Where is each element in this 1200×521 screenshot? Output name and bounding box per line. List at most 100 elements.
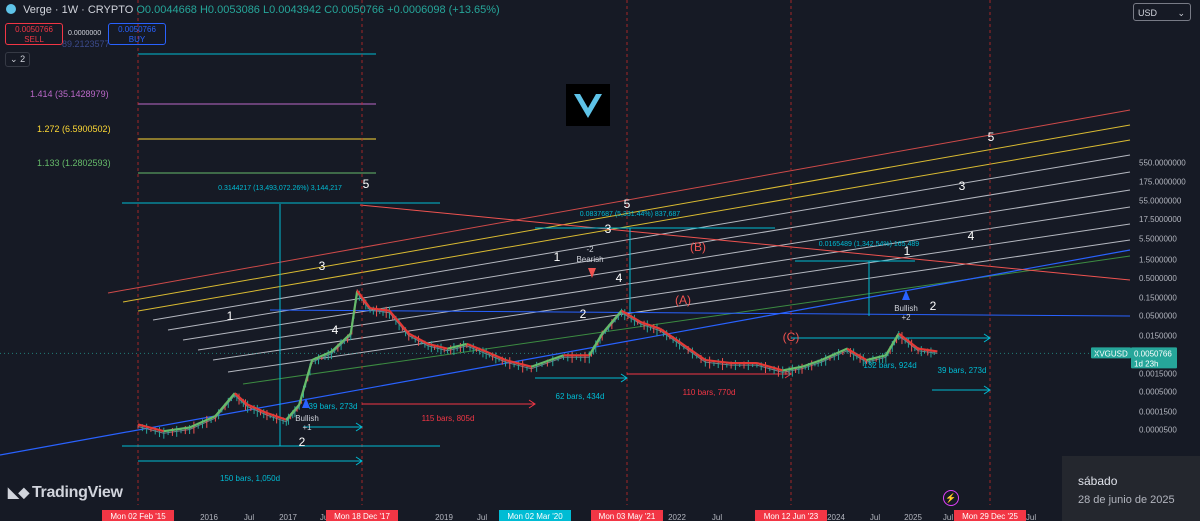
date-range-label: 62 bars, 434d xyxy=(556,392,605,401)
guide-lines: 89.2123577 1.414 (35.1428979) 1.272 (6.590… xyxy=(30,0,991,505)
trend-overlay-segment xyxy=(601,310,623,335)
time-highlight-label: Mon 03 May '21 xyxy=(599,512,656,521)
price-series xyxy=(137,289,938,439)
time-highlight-box xyxy=(954,510,1026,521)
arrow-head-icon xyxy=(620,373,628,383)
time-tick-label: 2022 xyxy=(668,513,686,521)
trend-overlay-segment xyxy=(756,362,783,372)
channel-line xyxy=(107,109,1131,294)
lightning-icon[interactable]: ⚡ xyxy=(943,490,959,506)
price-tick-label: 0.0000500 xyxy=(1139,426,1177,435)
trend-overlay-segment xyxy=(866,354,887,362)
currency-select[interactable]: USD ⌄ xyxy=(1133,3,1191,21)
price-tick-label: 55.0000000 xyxy=(1139,196,1182,205)
clock-widget: sábado 28 de junio de 2025 xyxy=(1062,456,1200,521)
wave-label: (A) xyxy=(675,293,691,307)
price-tick-label: 0.5000000 xyxy=(1139,274,1177,283)
sell-price: 0.0050766 xyxy=(15,25,53,34)
time-tick-label: Jul xyxy=(1026,513,1036,521)
symbol-line[interactable]: Verge · 1W · CRYPTO xyxy=(23,4,134,16)
date-range-label: 115 bars, 805d xyxy=(422,414,475,423)
price-tick-label: 550.0000000 xyxy=(1139,158,1186,167)
wave-label: 3 xyxy=(959,179,966,193)
time-highlight-label: Mon 02 Feb '15 xyxy=(110,512,166,521)
time-tick-label: 2024 xyxy=(827,513,845,521)
price-tick-label: 5.5000000 xyxy=(1139,234,1177,243)
channel-line xyxy=(137,139,1131,312)
price-tick-label: 0.0500000 xyxy=(1139,312,1177,321)
sell-button[interactable]: 0.0050766 SELL xyxy=(5,23,63,45)
time-highlight-box xyxy=(326,510,398,521)
price-tick-label: 175.0000000 xyxy=(1139,177,1186,186)
trend-overlay-segment xyxy=(846,347,868,362)
trend-overlay-segment xyxy=(485,350,506,362)
price-axis: 550.0000000 175.0000000 55.0000000 17.50000… xyxy=(0,158,1186,435)
price-range-label: 0.0837687 (5,331.44%) 837,687 xyxy=(580,211,681,218)
symbol-tag-label: XVGUSD xyxy=(1094,349,1128,358)
price-tick-label: 0.0001500 xyxy=(1139,407,1177,416)
verge-logo-icon xyxy=(574,94,602,118)
trend-overlay-segment xyxy=(408,332,429,345)
time-tick-label: 2016 xyxy=(200,513,218,521)
wave-label: 1 xyxy=(227,309,234,323)
trend-overlay-segment xyxy=(820,347,848,362)
date-range-label: 132 bars, 924d xyxy=(863,361,916,370)
fib-level-label: 1.133 (1.2802593) xyxy=(37,158,111,168)
channel-line xyxy=(152,154,1131,321)
trend-overlay-segment xyxy=(330,332,352,353)
trend-overlay-segment xyxy=(214,392,236,417)
trend-overlay-segment xyxy=(640,321,661,330)
trend-overlay-segment xyxy=(530,354,564,368)
resistance-trendline xyxy=(359,204,1131,281)
channel-line xyxy=(122,124,1131,303)
wave-label: 4 xyxy=(968,229,975,243)
buy-price: 0.0050766 xyxy=(118,25,156,34)
arrow-head-icon xyxy=(355,456,363,466)
tradingview-logo[interactable]: ◣◆ TradingView xyxy=(8,484,123,502)
bar-countdown: 1d 23h xyxy=(1134,359,1158,368)
trend-overlay-segment xyxy=(505,359,532,368)
trend-overlay-segment xyxy=(189,415,216,429)
bullish-arrow-icon xyxy=(902,290,910,300)
price-range-label: 0.3144217 (13,493,072.26%) 3,144,217 xyxy=(218,185,342,192)
time-highlight-box xyxy=(102,510,174,521)
buy-label: BUY xyxy=(128,35,146,44)
fib-level-label: 1.414 (35.1428979) xyxy=(30,89,109,99)
signal-label: +1 xyxy=(302,423,312,432)
channel-line xyxy=(197,206,1131,351)
channel-line xyxy=(167,171,1131,331)
date-range-label: 150 bars, 1,050d xyxy=(220,474,280,483)
sell-label: SELL xyxy=(24,35,44,44)
verge-logo-icon xyxy=(6,4,16,14)
channel-line xyxy=(182,189,1131,341)
clock-date: 28 de junio de 2025 xyxy=(1078,494,1175,506)
tradingview-text: TradingView xyxy=(31,484,123,501)
currency-value: USD xyxy=(1138,8,1158,18)
indicator-count: 2 xyxy=(20,54,26,64)
symbol-header: Verge · 1W · CRYPTO O0.0044668 H0.005308… xyxy=(6,4,500,16)
signal-label: +2 xyxy=(901,313,911,322)
trend-overlay-segment xyxy=(369,307,390,312)
time-axis: 2016 Jul 2017 Jul 2019 Jul 2022 Jul 2024 Jul 2025 J… xyxy=(102,510,1036,521)
buy-button[interactable]: 0.0050766 BUY xyxy=(108,23,166,45)
arrow-head-icon xyxy=(983,333,991,343)
arrow-head-icon xyxy=(983,385,991,395)
price-range-label: 0.0165489 (1,342.54%) 165,489 xyxy=(819,241,920,248)
spread-value: 0.0000000 xyxy=(68,30,102,37)
time-tick-label: Jul xyxy=(943,513,953,521)
wave-label: 5 xyxy=(988,130,995,144)
chevron-down-icon: ⌄ xyxy=(10,54,18,64)
indicator-toggle[interactable]: ⌄ 2 xyxy=(5,52,31,67)
time-highlight-box xyxy=(499,510,571,521)
channel-line xyxy=(227,239,1131,373)
date-range-label: 39 bars, 273d xyxy=(309,402,358,411)
price-tick-label: 0.0015000 xyxy=(1139,369,1177,378)
arrow-head-icon xyxy=(355,422,363,432)
wave-label: 3 xyxy=(605,222,612,236)
time-tick-label: Jul xyxy=(477,513,487,521)
time-highlight-box xyxy=(591,510,663,521)
time-highlight-label: Mon 18 Dec '17 xyxy=(334,512,390,521)
trend-overlay-segment xyxy=(266,412,287,421)
trend-overlay-segment xyxy=(247,403,268,415)
